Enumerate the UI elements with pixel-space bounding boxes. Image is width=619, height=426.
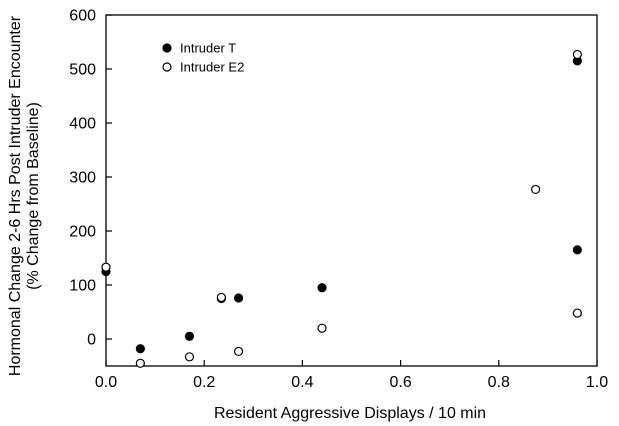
intruder-e2-point: [531, 184, 541, 195]
legend-marker-intruder-t: [162, 43, 172, 53]
intruder-e2-point: [317, 323, 327, 333]
intruder-e2-point: [184, 352, 195, 362]
y-axis-title-secondary: (% Change from Baseline): [25, 102, 42, 290]
y-axis-title: Hormonal Change 2-6 Hrs Post Intruder En…: [7, 15, 24, 376]
legend-label: Intruder E2: [180, 60, 244, 75]
intruder-e2-point: [101, 262, 111, 272]
x-tick-label: 0.2: [193, 374, 215, 391]
legend: Intruder T Intruder E2: [162, 41, 244, 75]
x-tick-label: 0.6: [389, 374, 411, 391]
x-tick-label: 1.0: [586, 374, 608, 391]
y-tick-label: 600: [69, 8, 96, 25]
intruder-e2-point: [572, 49, 582, 60]
intruder-t-point: [572, 245, 582, 255]
y-tick-label: 500: [69, 62, 96, 79]
data-points: [101, 49, 582, 368]
intruder-t-point: [135, 344, 145, 354]
x-tick-label: 0.4: [291, 374, 313, 391]
intruder-e2-point: [572, 308, 582, 318]
intruder-e2-point: [233, 346, 244, 357]
y-tick-label: 200: [69, 224, 96, 241]
legend-marker-intruder-e2: [162, 62, 172, 72]
intruder-e2-point: [216, 292, 226, 303]
intruder-t-point: [184, 331, 195, 341]
plot-frame: [105, 14, 598, 367]
y-tick-label: 100: [69, 278, 96, 295]
intruder-t-point: [233, 293, 244, 303]
y-tick-label: 300: [69, 170, 96, 187]
x-axis-title: Resident Aggressive Displays / 10 min: [214, 405, 486, 422]
y-tick-label: 400: [69, 116, 96, 133]
y-tick-label: 0: [87, 332, 96, 349]
intruder-t-point: [317, 283, 327, 293]
intruder-e2-point: [135, 358, 145, 368]
x-tick-label: 0.0: [95, 374, 117, 391]
x-tick-label: 0.8: [488, 374, 510, 391]
legend-label: Intruder T: [180, 41, 236, 56]
axes: 0.0 0.2 0.4 0.6 0.8 1.0 0 100 200 300 400 500 600: [69, 8, 608, 392]
